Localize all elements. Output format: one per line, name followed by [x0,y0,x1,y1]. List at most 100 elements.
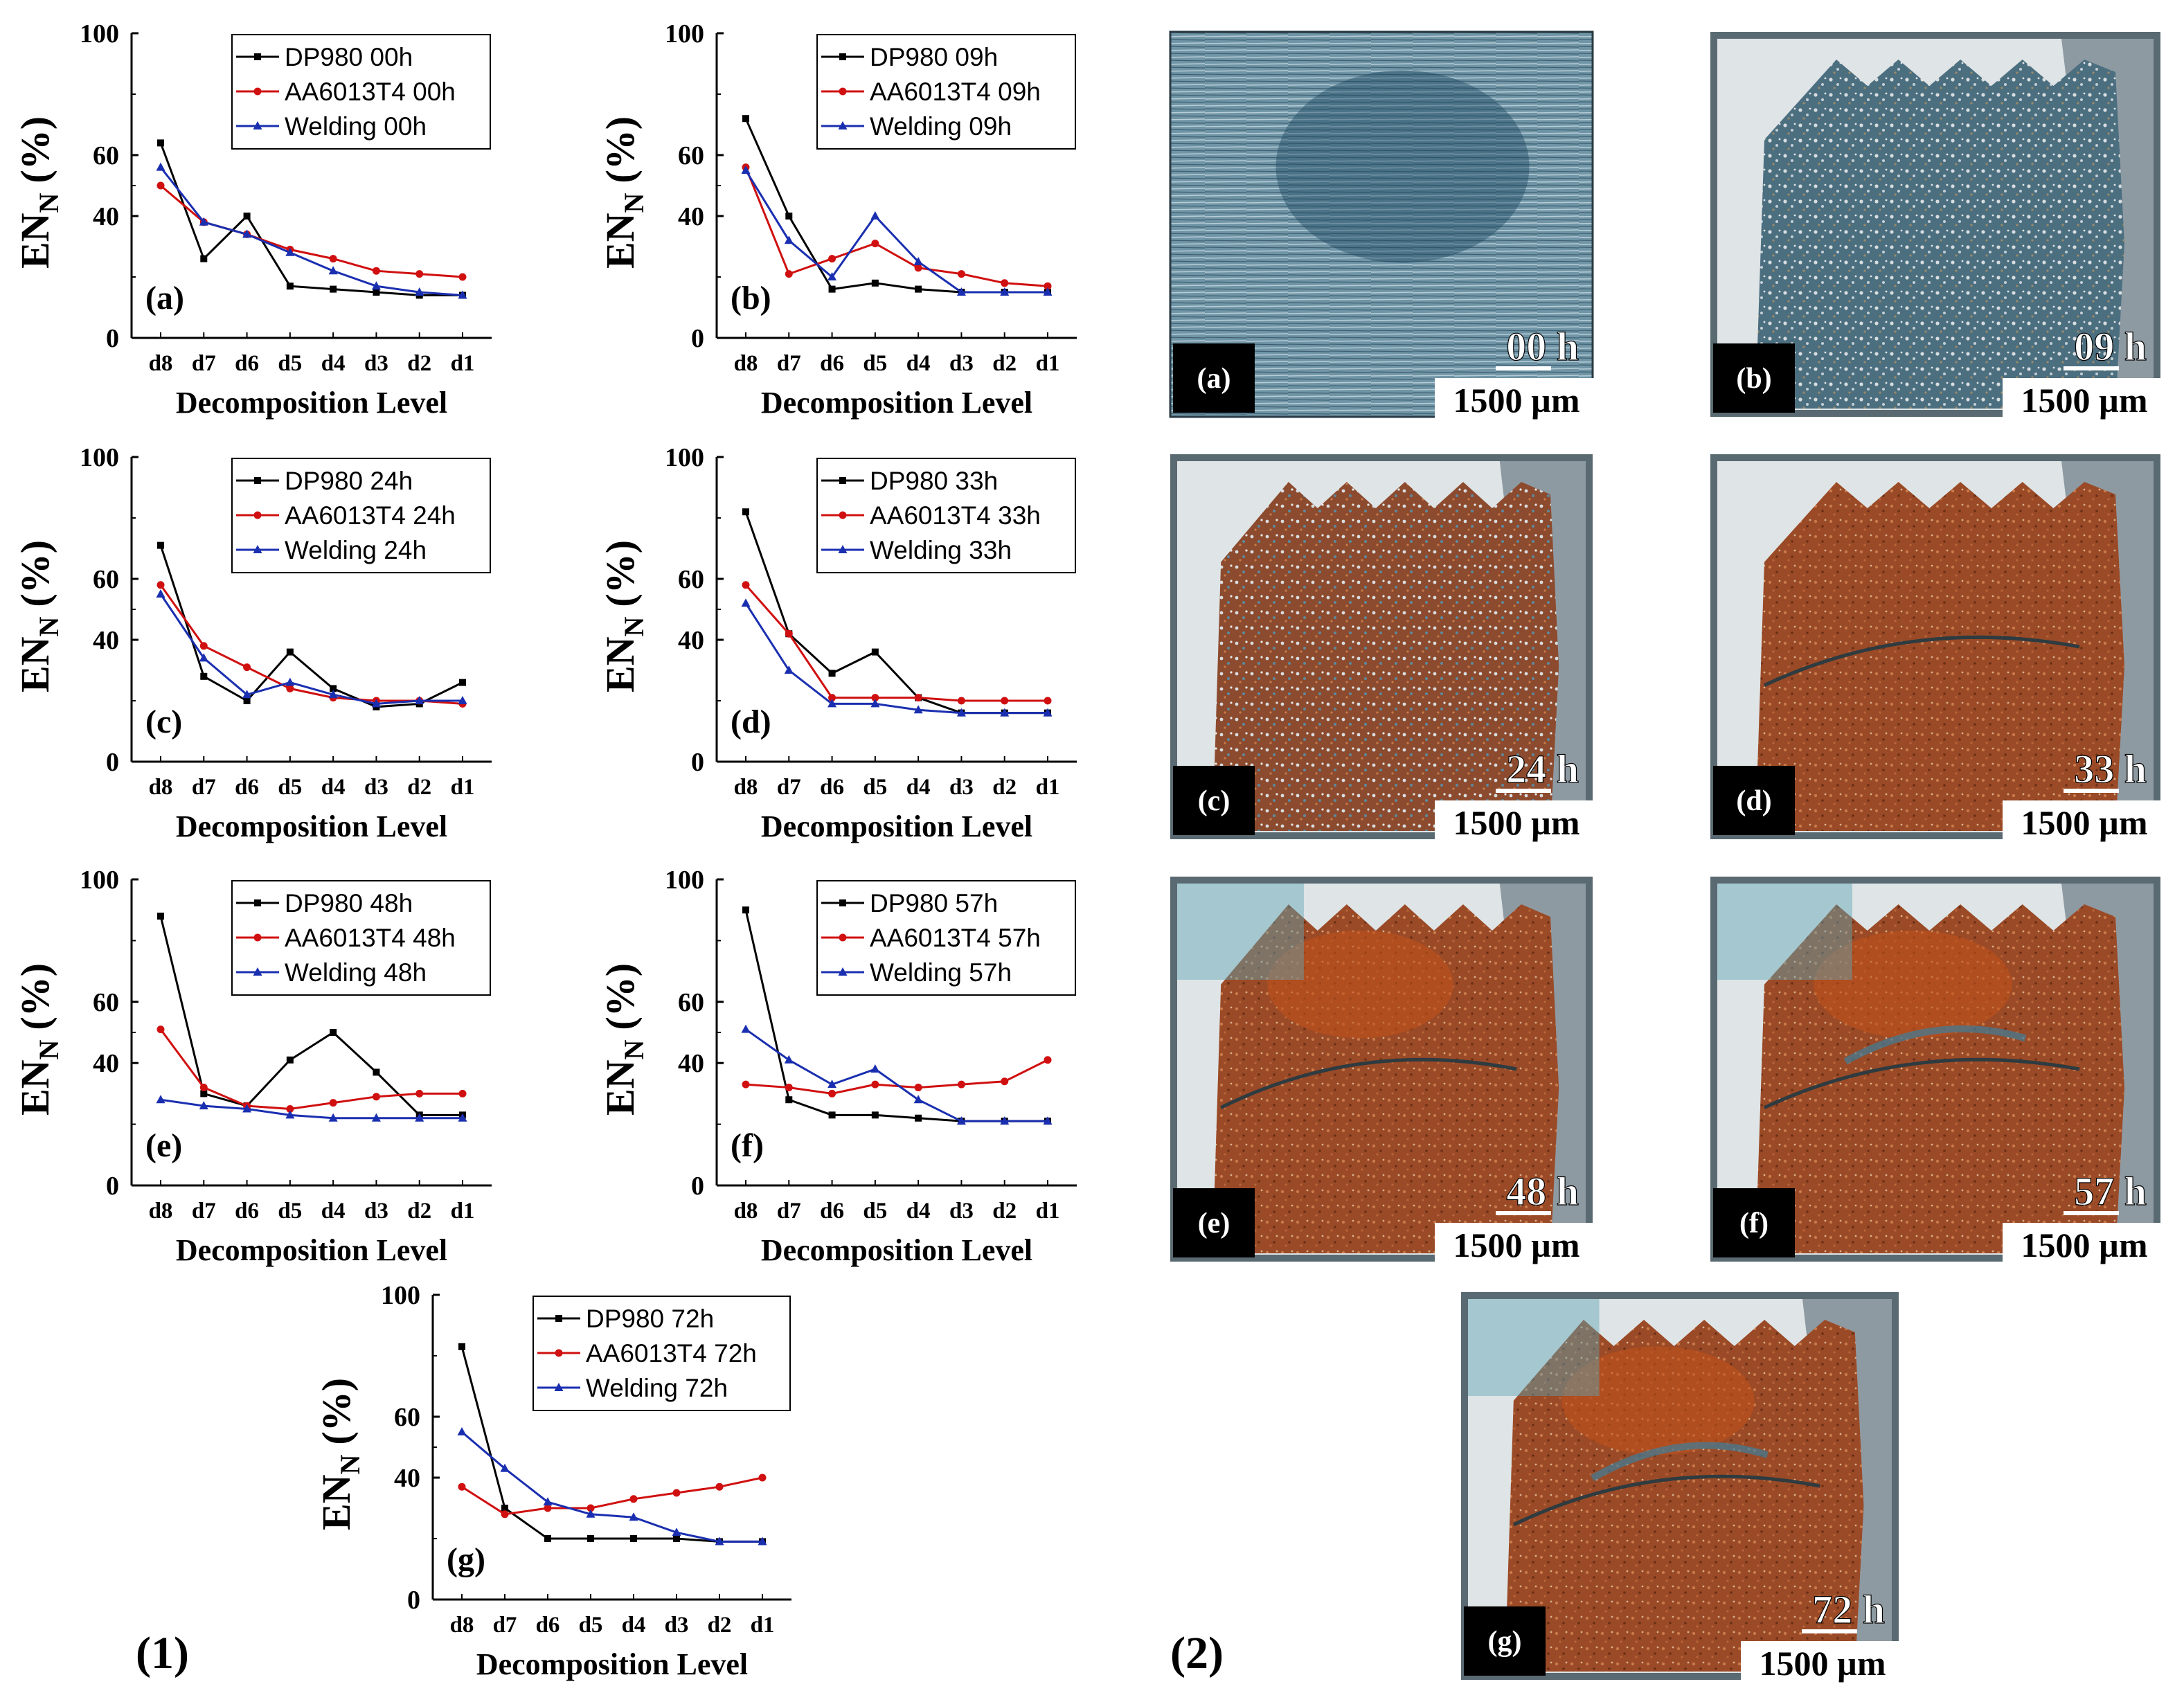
scale-text-bg [2003,378,2166,421]
time-stamp: 24 h [1506,746,1579,791]
data-point [243,663,251,672]
x-tick-label: d5 [278,1199,302,1224]
data-point [330,285,337,293]
y-tick-label: 0 [106,748,119,777]
data-point [715,1537,724,1546]
photo-label-box [1173,343,1255,413]
data-point [156,581,165,589]
series-line-dp980 [159,915,463,1116]
data-point [286,1056,294,1064]
legend-entry: Welding 57h [870,958,1012,987]
series-line-aa6013t4 [744,167,1048,287]
y-tick-label: 100 [665,443,704,472]
x-tick-label: d7 [777,1199,801,1224]
y-axis-title-main: EN [598,636,643,692]
data-point [741,1024,751,1033]
data-point [243,213,251,220]
x-tick-label: d6 [820,775,844,800]
legend-marker [555,1315,562,1322]
corrosion-photo-f: (f) 57 h 1500 µm [1710,877,2166,1266]
legend-marker [838,121,848,129]
data-point [458,290,467,299]
data-point [957,1080,965,1089]
y-axis-title-main: EN [598,1059,643,1116]
data-point [200,255,208,262]
y-axis-title: ENN (%) [598,116,650,269]
data-point [373,289,380,296]
data-point [1000,1116,1010,1125]
y-axis-title-main: EN [598,213,643,269]
corrosion-photo-b: (b) 09 h 1500 µm [1710,32,2166,421]
data-point [871,279,879,287]
data-point [458,1089,467,1098]
photo-label-box [1464,1606,1546,1676]
x-tick-label: d3 [949,1199,974,1224]
blue-streak [1591,1442,1769,1482]
series-line-aa6013t4 [159,1028,463,1111]
data-point [741,165,751,174]
data-point [1044,1056,1052,1064]
legend: DP980 24h AA6013T4 24h Welding 24h [231,458,491,573]
legend-entry: DP980 24h [285,467,413,495]
legend-marker [253,545,262,553]
legend-entry: Welding 48h [285,958,427,987]
y-axis-title-sub: N [618,616,650,636]
crack-line [1220,1057,1517,1109]
legend-entry: AA6013T4 09h [870,78,1041,106]
data-point [828,670,836,677]
legend-marker [554,1383,564,1391]
y-tick-label: 40 [93,202,119,231]
x-tick-label: d8 [734,351,758,376]
data-point [243,697,251,704]
y-tick-label: 40 [678,1049,704,1078]
x-tick-label: d6 [536,1613,560,1638]
x-tick-label: d4 [622,1613,646,1638]
y-axis-title-main: EN [12,1059,57,1116]
data-point [501,1505,508,1512]
y-axis-title: ENN (%) [12,116,64,269]
rust-patch [1561,1346,1755,1455]
data-point [329,255,337,263]
x-axis-title: Decomposition Level [176,386,447,420]
data-point [415,1089,424,1098]
data-point [913,1095,923,1104]
scale-bar-label: 1500 µm [2021,381,2148,420]
legend-marker [839,87,847,96]
scale-bar-label: 1500 µm [1453,1226,1580,1264]
data-point [156,162,165,171]
photo-label: (d) [1736,785,1771,817]
time-stamp: 57 h [2074,1169,2147,1214]
y-tick-label: 60 [678,565,704,594]
series-line-welding [461,1431,762,1543]
legend-marker [838,545,848,553]
legend: DP980 48h AA6013T4 48h Welding 48h [231,880,491,996]
y-tick-label: 100 [665,866,704,895]
x-tick-label: d5 [278,351,302,376]
data-point [458,273,467,281]
data-point [156,181,165,190]
legend-marker [839,477,846,484]
data-point [371,1113,381,1122]
y-axis-title-unit: (%) [598,116,643,183]
y-tick-label: 40 [93,1049,119,1078]
data-point [286,1105,294,1113]
legend-entry: AA6013T4 72h [586,1339,757,1368]
legend-marker [253,121,262,129]
legend: DP980 33h AA6013T4 33h Welding 33h [816,458,1076,573]
legend: DP980 00h AA6013T4 00h Welding 00h [231,34,491,150]
corroded-region [1212,482,1559,831]
x-tick-label: d5 [579,1613,603,1638]
legend-marker [838,967,848,976]
series-line-aa6013t4 [745,1059,1048,1095]
legend: DP980 09h AA6013T4 09h Welding 09h [816,34,1076,150]
x-tick-label: d2 [407,351,431,376]
scale-text-bg [2003,1223,2166,1266]
y-axis-title-sub: N [33,192,64,213]
y-tick-label: 100 [80,443,119,472]
data-point [957,697,965,705]
data-point [372,1093,380,1101]
legend: DP980 72h AA6013T4 72h Welding 72h [532,1296,791,1411]
scale-text-bg [2003,800,2166,843]
series-line-dp980 [159,545,463,708]
